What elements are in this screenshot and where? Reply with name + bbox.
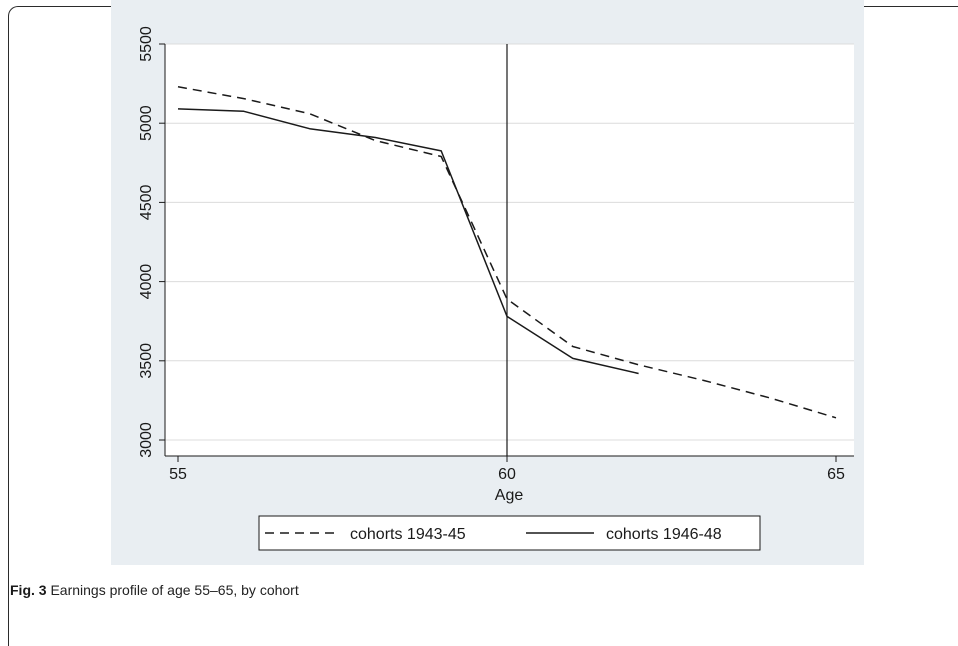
axes: 3000 3500 4000 4500 5000 5500 55 60 65 <box>138 26 854 483</box>
legend-label: cohorts 1943-45 <box>350 526 466 543</box>
y-tick-label: 3000 <box>138 422 155 458</box>
legend: cohorts 1943-45 cohorts 1946-48 <box>258 515 761 551</box>
y-tick-label: 4000 <box>138 264 155 300</box>
x-tick-label: 65 <box>827 466 845 483</box>
series-lines <box>177 86 837 419</box>
plot-area <box>165 44 854 456</box>
y-tick-label: 5500 <box>138 26 155 62</box>
x-tick-label: 55 <box>169 466 187 483</box>
series-line-cohorts-1943-45 <box>177 86 837 419</box>
legend-box <box>258 515 761 551</box>
y-tick-label: 4500 <box>138 185 155 221</box>
caption-text: Earnings profile of age 55–65, by cohort <box>50 582 299 598</box>
y-tick-label: 3500 <box>138 343 155 379</box>
series-line-cohorts-1946-48 <box>177 108 639 375</box>
caption-label: Fig. 3 <box>10 582 47 598</box>
line-chart: 3000 3500 4000 4500 5000 5500 55 60 65 Age cohor… <box>111 0 864 565</box>
figure-caption: Fig. 3 Earnings profile of age 55–65, by… <box>10 582 299 598</box>
legend-label: cohorts 1946-48 <box>606 526 722 543</box>
x-axis-label: Age <box>495 487 524 504</box>
x-tick-label: 60 <box>498 466 516 483</box>
gridlines <box>165 43 854 441</box>
y-tick-label: 5000 <box>138 105 155 141</box>
